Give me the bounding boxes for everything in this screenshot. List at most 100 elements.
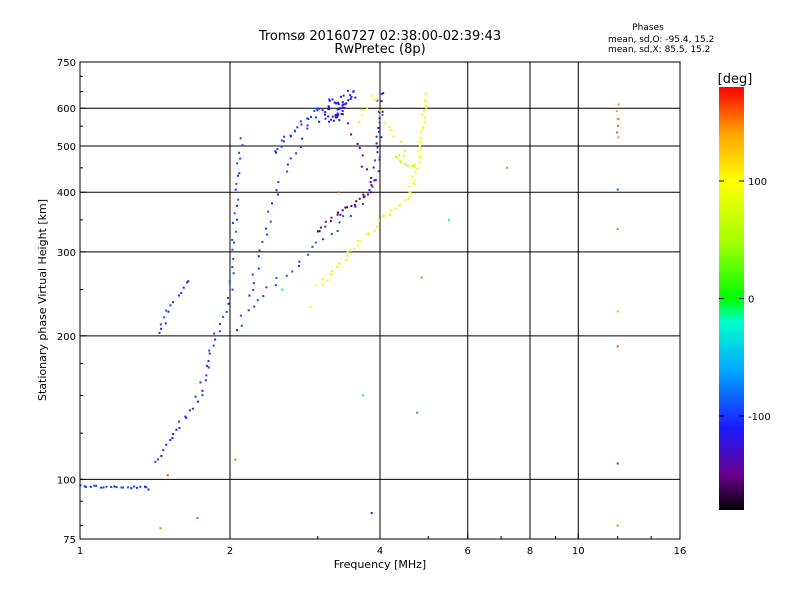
- echo-point: [201, 394, 204, 397]
- echo-point: [361, 154, 364, 157]
- echo-point: [283, 135, 286, 138]
- echo-point: [337, 108, 340, 111]
- echo-point: [617, 118, 620, 121]
- echo-point: [154, 460, 157, 463]
- echo-point: [159, 527, 162, 530]
- echo-point: [212, 344, 215, 347]
- echo-point: [261, 241, 264, 243]
- echo-point: [136, 486, 138, 489]
- echo-point: [163, 316, 166, 319]
- echo-point: [339, 213, 342, 216]
- echo-point: [424, 116, 426, 119]
- echo-point: [376, 99, 379, 102]
- echo-point: [194, 395, 197, 398]
- echo-point: [420, 276, 423, 279]
- echo-point: [316, 109, 319, 112]
- echo-point: [378, 121, 381, 124]
- echo-point: [253, 305, 256, 308]
- echo-point: [239, 157, 242, 160]
- colorbar-tick-label: 100: [748, 177, 767, 188]
- echo-point: [320, 226, 323, 229]
- echo-point: [412, 175, 414, 178]
- echo-point: [280, 139, 283, 142]
- echo-point: [392, 135, 395, 138]
- echo-point: [337, 101, 339, 104]
- echo-point: [280, 145, 283, 148]
- echo-point: [378, 156, 381, 158]
- echo-point: [126, 486, 129, 489]
- echo-point: [375, 142, 378, 145]
- echo-point: [352, 248, 355, 251]
- echo-point: [171, 437, 174, 440]
- echo-point: [269, 220, 272, 223]
- echo-point: [322, 238, 325, 241]
- echo-point: [419, 136, 422, 139]
- echo-point: [316, 230, 319, 233]
- echo-point: [276, 148, 279, 150]
- echo-point: [617, 136, 620, 139]
- echo-point: [408, 185, 411, 188]
- echo-point: [218, 330, 221, 333]
- y-tick-label: 750: [57, 58, 76, 69]
- echo-point: [208, 352, 211, 355]
- echo-point: [418, 155, 420, 158]
- echo-point: [205, 374, 208, 377]
- echo-point: [331, 115, 334, 118]
- echo-point: [329, 220, 332, 223]
- echo-point: [266, 233, 269, 236]
- echo-point: [413, 183, 416, 186]
- echo-point: [185, 416, 188, 419]
- echo-point: [315, 107, 318, 110]
- echo-point: [321, 283, 324, 286]
- echo-point: [262, 295, 265, 298]
- echo-point: [347, 99, 350, 102]
- grid: [80, 62, 680, 539]
- echo-point: [425, 100, 428, 103]
- echo-point: [84, 486, 87, 488]
- echo-point: [113, 485, 116, 488]
- echo-point: [336, 115, 339, 118]
- echo-point: [371, 185, 374, 188]
- echo-point: [394, 155, 397, 158]
- echo-point: [413, 166, 416, 169]
- echo-point: [336, 213, 339, 216]
- echo-point: [382, 92, 385, 95]
- echo-point: [157, 458, 160, 461]
- echo-point: [228, 279, 231, 282]
- echo-point: [295, 152, 298, 155]
- echo-point: [251, 273, 254, 276]
- echo-point: [159, 323, 162, 326]
- echo-point: [178, 420, 181, 423]
- echo-point: [354, 205, 357, 208]
- echo-point: [343, 107, 346, 109]
- echo-point: [336, 108, 339, 111]
- echo-point: [327, 106, 330, 109]
- echo-point: [169, 439, 172, 441]
- echo-point: [368, 233, 371, 236]
- echo-point: [341, 113, 344, 116]
- echo-point: [419, 130, 422, 133]
- echo-point: [228, 282, 231, 285]
- echo-point: [416, 411, 419, 414]
- echo-point: [404, 162, 407, 165]
- echo-point: [376, 146, 379, 149]
- echo-point: [400, 140, 403, 143]
- phases-x-stats: mean, sd,X: 85.5, 15.2: [608, 45, 710, 55]
- echo-point: [237, 174, 239, 177]
- echo-point: [340, 95, 342, 98]
- echo-point: [616, 524, 619, 527]
- echo-point: [147, 488, 150, 491]
- echo-point: [360, 165, 363, 168]
- echo-point: [412, 182, 415, 185]
- echo-point: [336, 112, 339, 115]
- echo-point: [373, 229, 376, 232]
- echo-point: [162, 449, 165, 452]
- echo-point: [366, 168, 369, 171]
- echo-point: [239, 314, 242, 317]
- echo-point: [418, 161, 421, 164]
- echo-point: [314, 116, 317, 119]
- echo-point: [238, 151, 241, 154]
- echo-point: [380, 136, 383, 139]
- echo-point: [289, 157, 292, 160]
